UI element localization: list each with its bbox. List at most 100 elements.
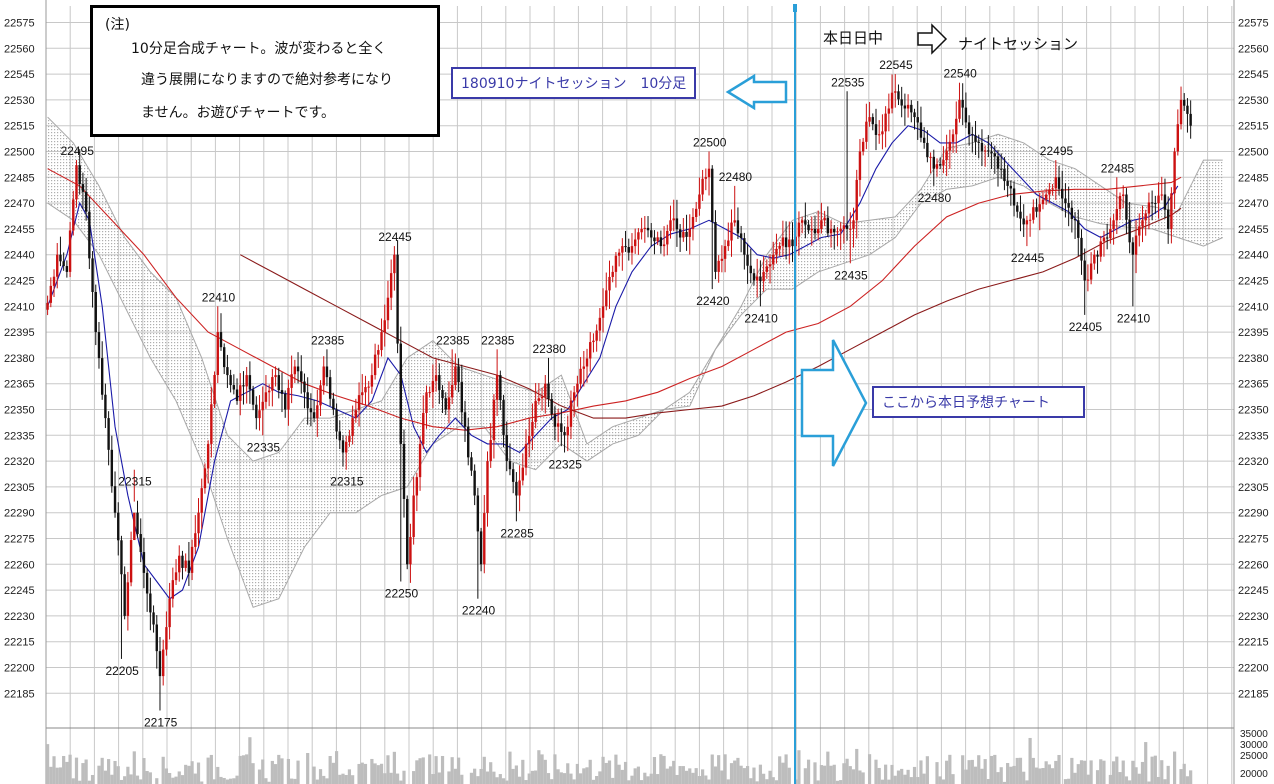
candle-body	[107, 418, 110, 450]
candle-body	[730, 222, 733, 241]
candle-body	[232, 385, 236, 390]
y-tick-right: 22260	[1238, 559, 1269, 571]
candle-body	[46, 302, 49, 310]
candle-body	[691, 217, 695, 229]
volume-bar	[1076, 764, 1080, 784]
candle-body	[1028, 219, 1032, 221]
candle-body	[94, 291, 97, 333]
candle-body	[264, 392, 268, 402]
candle-body	[1064, 198, 1067, 204]
volume-bar	[848, 766, 852, 784]
volume-bar	[851, 769, 856, 784]
candle-body	[1089, 263, 1093, 280]
volume-bar	[816, 780, 820, 784]
candle-body	[694, 208, 698, 218]
candle-body	[633, 239, 637, 247]
candle-body	[845, 225, 849, 229]
volume-bar	[649, 773, 653, 784]
candle-body	[1099, 241, 1102, 257]
volume-bar	[290, 778, 294, 784]
candle-body	[483, 513, 486, 565]
candle-body	[1003, 168, 1006, 182]
candle-body	[987, 150, 990, 152]
volume-bar	[534, 770, 538, 784]
y-tick-right: 22500	[1238, 147, 1269, 159]
candle-body	[791, 239, 794, 247]
candle-body	[460, 382, 463, 413]
volume-bar	[193, 773, 197, 784]
candle-body	[765, 266, 769, 272]
volume-bar	[418, 758, 422, 784]
candle-body	[1163, 194, 1167, 210]
volume-bar	[733, 760, 737, 784]
today-day-label: 本日日中	[823, 29, 884, 47]
price-label: 22325	[549, 458, 583, 472]
y-tick-right: 22305	[1238, 482, 1269, 494]
volume-bar	[688, 768, 692, 784]
volume-bar	[784, 754, 788, 784]
candle-body	[650, 230, 653, 238]
volume-bar	[68, 754, 72, 784]
candle-body	[354, 410, 358, 419]
candle-body	[197, 512, 200, 534]
candle-body	[521, 467, 525, 481]
candle-body	[566, 426, 569, 436]
candle-body	[161, 649, 165, 677]
candle-body	[290, 374, 293, 388]
volume-bar	[479, 768, 483, 784]
volume-bar	[877, 767, 881, 784]
price-label: 22410	[1117, 311, 1151, 325]
candle-body	[370, 375, 374, 387]
volume-bar	[325, 778, 329, 784]
candle-body	[1006, 181, 1009, 186]
candle-body	[277, 375, 280, 391]
price-label: 22410	[202, 290, 236, 304]
volume-bar	[713, 766, 718, 784]
candle-body	[797, 222, 801, 237]
candle-body	[958, 99, 961, 119]
volume-bar	[431, 774, 435, 784]
volume-bar	[216, 766, 220, 784]
price-label: 22250	[385, 587, 419, 601]
volume-bar	[456, 757, 461, 784]
candle-body	[550, 398, 553, 415]
volume-bar	[1163, 779, 1167, 784]
candle-body	[367, 386, 370, 388]
volume-bar	[476, 776, 480, 784]
volume-bar	[668, 766, 673, 784]
candle-body	[932, 156, 935, 169]
candle-body	[926, 142, 929, 158]
candle-body	[88, 211, 91, 259]
volume-bar	[322, 775, 326, 784]
candle-body	[1179, 99, 1183, 125]
candle-body	[672, 218, 675, 221]
candle-body	[1141, 220, 1144, 227]
volume-bar	[469, 772, 474, 784]
price-label: 22380	[532, 342, 566, 356]
volume-bar	[656, 774, 660, 784]
y-tick-right: 22320	[1238, 456, 1269, 468]
volume-bar	[318, 769, 323, 784]
volume-bar	[601, 756, 605, 784]
volume-bar	[646, 776, 650, 784]
candle-body	[303, 381, 306, 393]
candle-body	[444, 398, 447, 410]
candle-body	[49, 285, 53, 303]
volume-bar	[1089, 760, 1093, 784]
candle-body	[306, 392, 309, 409]
candle-body	[778, 245, 781, 249]
volume-bar	[161, 756, 165, 784]
candle-body	[434, 375, 438, 381]
candle-body	[736, 220, 740, 234]
volume-bar	[842, 763, 846, 784]
volume-bar	[543, 759, 547, 784]
volume-bar	[1050, 768, 1055, 784]
volume-bar	[71, 778, 75, 784]
volume-bar	[338, 774, 342, 784]
volume-bar	[887, 779, 891, 784]
candle-body	[174, 572, 178, 581]
candle-body	[707, 168, 711, 178]
candle-body	[65, 266, 69, 272]
candle-body	[1138, 226, 1141, 236]
candle-body	[890, 92, 894, 109]
